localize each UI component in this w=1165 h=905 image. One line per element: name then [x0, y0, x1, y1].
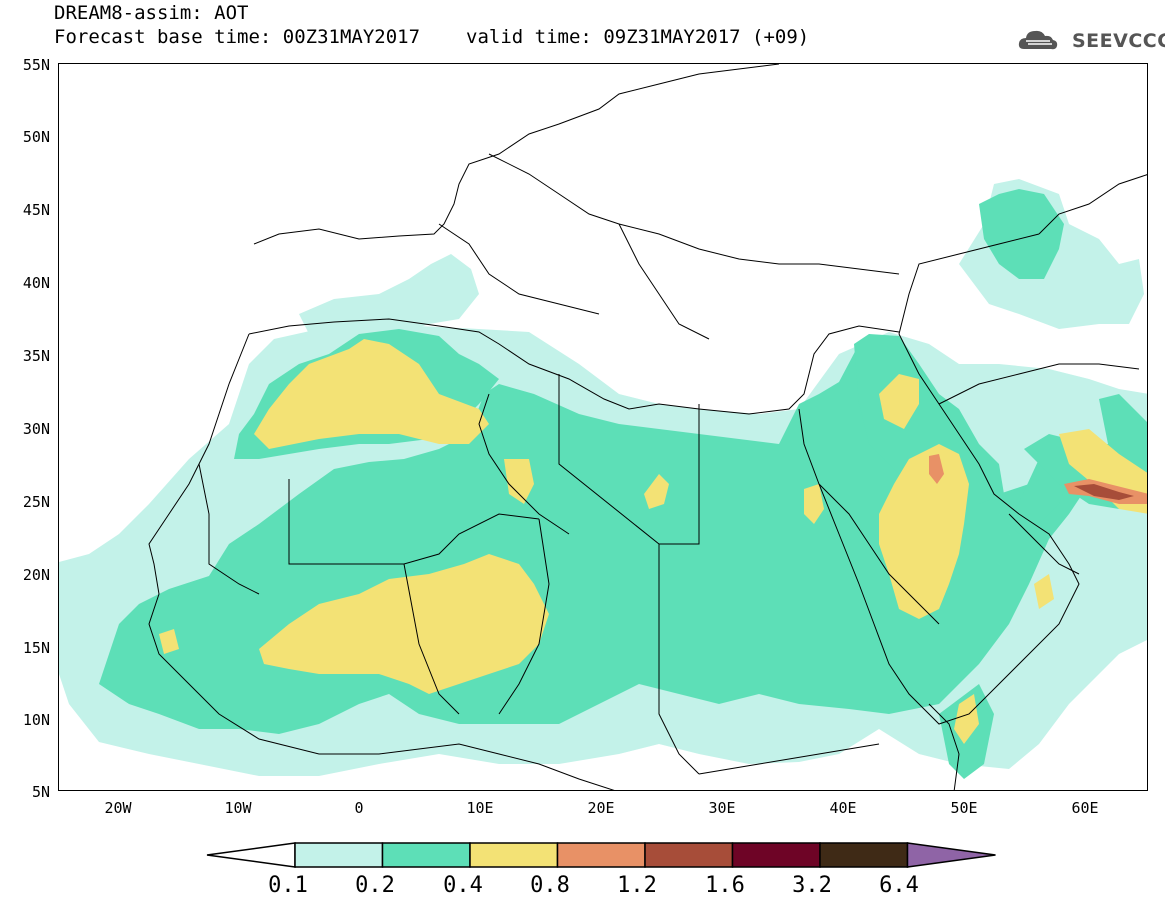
lon-label: 20W — [104, 799, 132, 817]
aot-map — [58, 63, 1148, 791]
forecast-time-line: Forecast base time: 00Z31MAY2017 valid ti… — [54, 27, 809, 47]
lon-label: 10E — [466, 799, 494, 817]
legend-label: 0.1 — [268, 873, 308, 898]
lat-label: 40N — [22, 274, 50, 292]
country-borders — [148, 64, 1147, 790]
seevccc-logo-text: SEEVCCC — [1072, 30, 1165, 52]
lon-label: 20E — [587, 799, 615, 817]
lon-label: 50E — [950, 799, 978, 817]
lat-label: 20N — [22, 566, 50, 584]
color-legend — [206, 842, 996, 868]
legend-swatch — [731, 842, 821, 868]
lat-label: 15N — [22, 639, 50, 657]
legend-swatch-max — [906, 842, 996, 868]
map-title: DREAM8-assim: AOT — [54, 2, 249, 24]
lat-label: 5N — [31, 783, 50, 801]
legend-swatch — [644, 842, 734, 868]
legend-label: 0.4 — [443, 873, 483, 898]
legend-swatch — [469, 842, 559, 868]
lat-label: 25N — [22, 493, 50, 511]
lon-label: 10W — [224, 799, 252, 817]
legend-swatch-min — [206, 842, 296, 868]
legend-label: 1.6 — [705, 873, 745, 898]
lat-label: 35N — [22, 347, 50, 365]
lon-label: 40E — [829, 799, 857, 817]
base-time: Forecast base time: 00Z31MAY2017 — [54, 26, 421, 48]
legend-label: 1.2 — [617, 873, 657, 898]
lon-label: 30E — [708, 799, 736, 817]
lat-label: 30N — [22, 420, 50, 438]
lat-label: 50N — [22, 128, 50, 146]
legend-label: 6.4 — [879, 873, 919, 898]
legend-label: 0.8 — [530, 873, 570, 898]
valid-time: valid time: 09Z31MAY2017 (+09) — [466, 26, 810, 48]
aot-field-1.2-1.6 — [1074, 484, 1134, 500]
legend-swatch — [556, 842, 646, 868]
legend-label: 0.2 — [355, 873, 395, 898]
legend-swatch — [819, 842, 909, 868]
lon-label: 0 — [354, 799, 364, 817]
seevccc-cloud-logo-icon — [1018, 30, 1058, 50]
lon-label: 60E — [1071, 799, 1099, 817]
lat-label: 45N — [22, 201, 50, 219]
legend-swatch — [381, 842, 471, 868]
lat-label: 55N — [22, 56, 50, 74]
legend-swatch — [294, 842, 384, 868]
legend-label: 3.2 — [792, 873, 832, 898]
lat-label: 10N — [22, 711, 50, 729]
